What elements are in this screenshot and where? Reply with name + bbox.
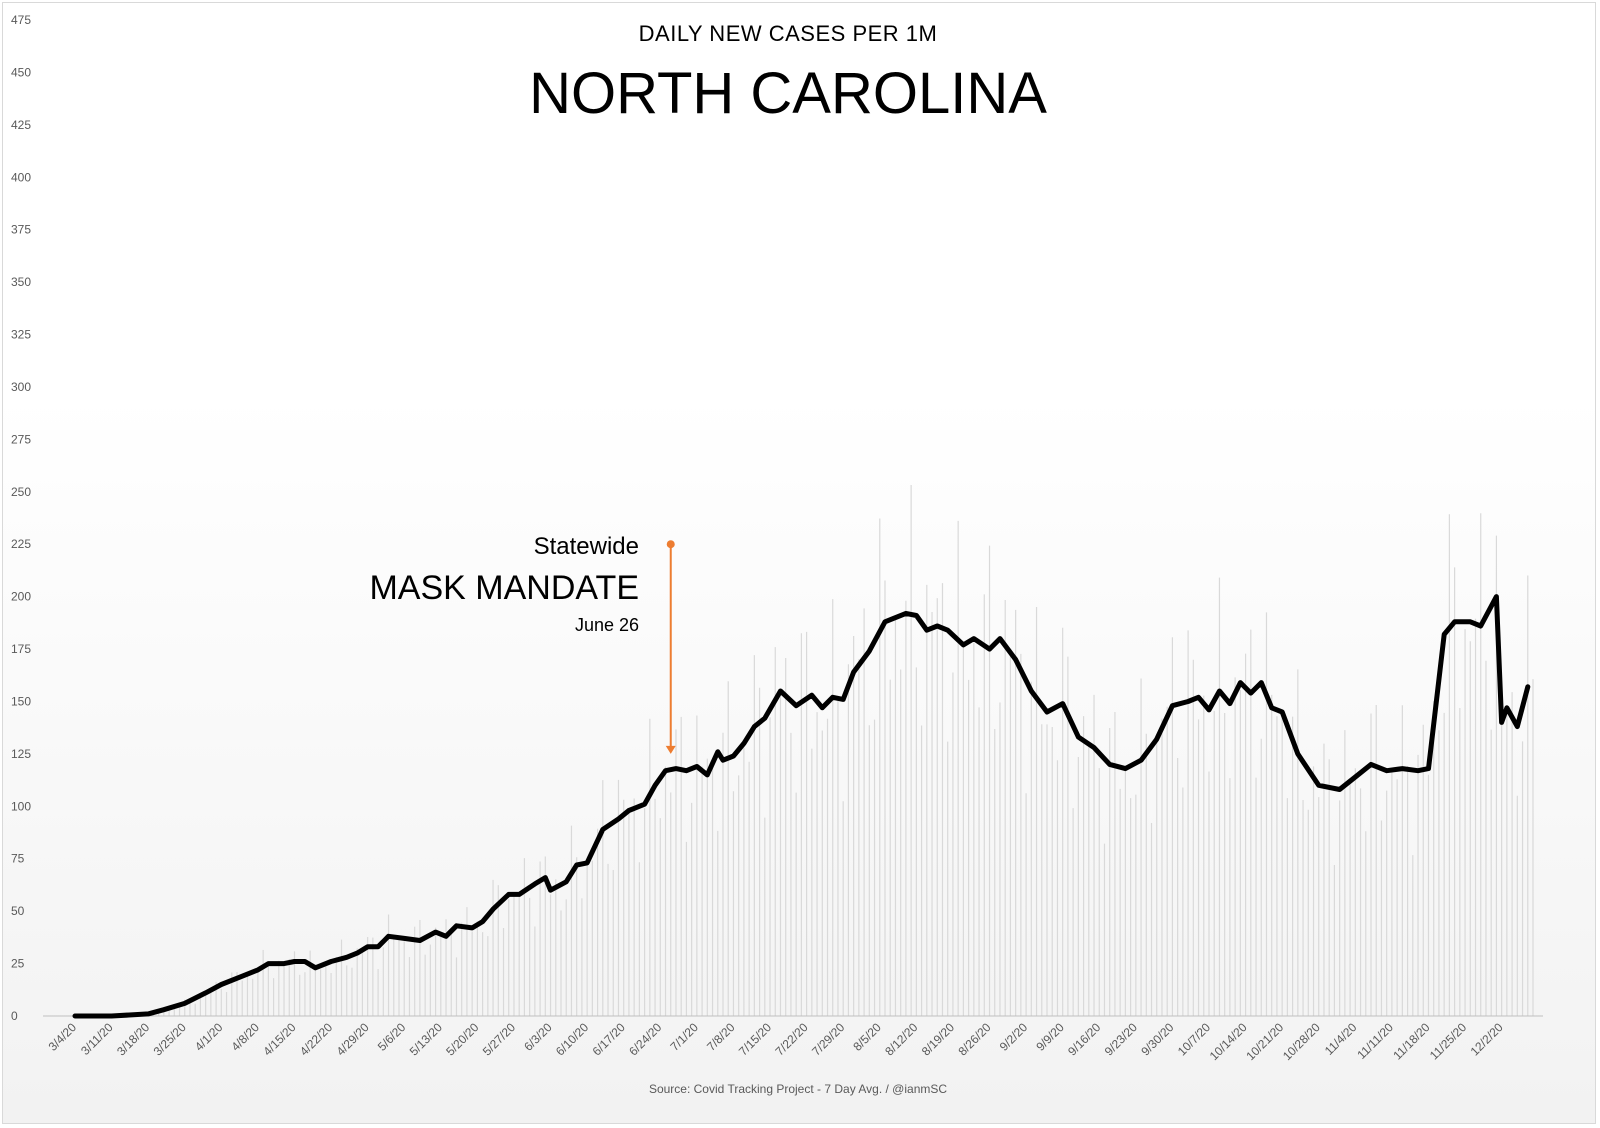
x-tick-label: 5/27/20 xyxy=(480,1020,518,1058)
chart-title: NORTH CAROLINA xyxy=(529,61,1047,126)
x-tick-label: 7/8/20 xyxy=(704,1020,738,1054)
x-tick-label: 4/15/20 xyxy=(260,1020,298,1058)
y-tick-label: 25 xyxy=(11,957,25,971)
x-tick-label: 6/3/20 xyxy=(521,1020,555,1054)
x-tick-label: 9/30/20 xyxy=(1138,1020,1176,1058)
x-tick-label: 5/20/20 xyxy=(443,1020,481,1058)
y-tick-label: 475 xyxy=(11,13,31,27)
x-tick-label: 7/22/20 xyxy=(773,1020,811,1058)
y-tick-label: 150 xyxy=(11,694,31,708)
x-tick-label: 5/13/20 xyxy=(407,1020,445,1058)
y-tick-label: 425 xyxy=(11,118,31,132)
x-tick-label: 4/29/20 xyxy=(334,1020,372,1058)
x-tick-label: 8/12/20 xyxy=(882,1020,920,1058)
chart-source: Source: Covid Tracking Project - 7 Day A… xyxy=(649,1082,947,1096)
y-tick-label: 350 xyxy=(11,275,31,289)
y-tick-label: 325 xyxy=(11,328,31,342)
x-tick-label: 3/11/20 xyxy=(78,1020,116,1058)
x-tick-label: 11/25/20 xyxy=(1427,1020,1470,1063)
y-tick-label: 225 xyxy=(11,537,31,551)
y-tick-label: 100 xyxy=(11,799,31,813)
x-tick-label: 10/28/20 xyxy=(1280,1020,1323,1063)
x-tick-label: 9/16/20 xyxy=(1065,1020,1103,1058)
x-tick-label: 10/21/20 xyxy=(1243,1020,1286,1063)
x-tick-label: 8/26/20 xyxy=(955,1020,993,1058)
y-tick-label: 250 xyxy=(11,485,31,499)
y-tick-label: 200 xyxy=(11,590,31,604)
annotation: Statewide MASK MANDATE June 26 xyxy=(369,533,676,754)
annotation-arrow-head xyxy=(665,745,676,754)
x-tick-label: 5/6/20 xyxy=(375,1020,409,1054)
x-tick-label: 3/25/20 xyxy=(151,1020,189,1058)
y-tick-label: 50 xyxy=(11,904,25,918)
x-tick-label: 9/9/20 xyxy=(1033,1020,1067,1054)
y-tick-label: 450 xyxy=(11,65,31,79)
annotation-line-2: MASK MANDATE xyxy=(369,569,639,607)
x-axis: 3/4/203/11/203/18/203/25/20 4/1/20 4/8/204… xyxy=(46,1020,1506,1063)
y-tick-label: 125 xyxy=(11,747,31,761)
annotation-arrow-dot xyxy=(666,540,675,549)
x-tick-label: 6/10/20 xyxy=(553,1020,591,1058)
x-tick-label: 11/18/20 xyxy=(1390,1020,1433,1063)
x-tick-label: 9/23/20 xyxy=(1102,1020,1140,1058)
series-line xyxy=(72,594,1531,1019)
x-tick-label: 4/22/20 xyxy=(297,1020,335,1058)
annotation-line-1: Statewide xyxy=(534,533,639,560)
x-tick-label: 7/15/20 xyxy=(736,1020,774,1058)
y-tick-label: 0 xyxy=(11,1009,18,1023)
x-tick-label: 4/1/20 xyxy=(192,1020,226,1054)
x-tick-label: 10/14/20 xyxy=(1207,1020,1250,1063)
x-tick-label: 7/29/20 xyxy=(809,1020,847,1058)
series-layer xyxy=(72,594,1531,1019)
x-tick-label: 7/1/20 xyxy=(667,1020,701,1054)
x-tick-label: 8/5/20 xyxy=(850,1020,884,1054)
x-tick-label: 6/17/20 xyxy=(590,1020,628,1058)
y-tick-label: 375 xyxy=(11,223,31,237)
annotation-line-3: June 26 xyxy=(575,615,639,635)
x-tick-label: 6/24/20 xyxy=(626,1020,664,1058)
x-tick-label: 3/18/20 xyxy=(114,1020,152,1058)
x-tick-label: 9/2/20 xyxy=(997,1020,1031,1054)
y-tick-label: 400 xyxy=(11,170,31,184)
x-tick-label: 8/19/20 xyxy=(919,1020,957,1058)
y-axis: 0 25 50 75 100 125 150 175 200 225 250 275 300 325 350… xyxy=(11,13,31,1023)
y-tick-label: 300 xyxy=(11,380,31,394)
y-tick-label: 175 xyxy=(11,642,31,656)
y-tick-label: 275 xyxy=(11,432,31,446)
y-tick-label: 75 xyxy=(11,852,25,866)
chart-subtitle: DAILY NEW CASES PER 1M xyxy=(639,21,938,46)
x-tick-label: 3/4/20 xyxy=(46,1020,80,1054)
x-tick-label: 11/11/20 xyxy=(1354,1020,1396,1062)
chart-svg: 0 25 50 75 100 125 150 175 200 225 250 275 300 325 350… xyxy=(11,13,1543,1096)
x-tick-label: 12/2/20 xyxy=(1468,1020,1506,1058)
x-tick-label: 4/8/20 xyxy=(229,1020,263,1054)
daily-bars xyxy=(116,485,1534,1016)
